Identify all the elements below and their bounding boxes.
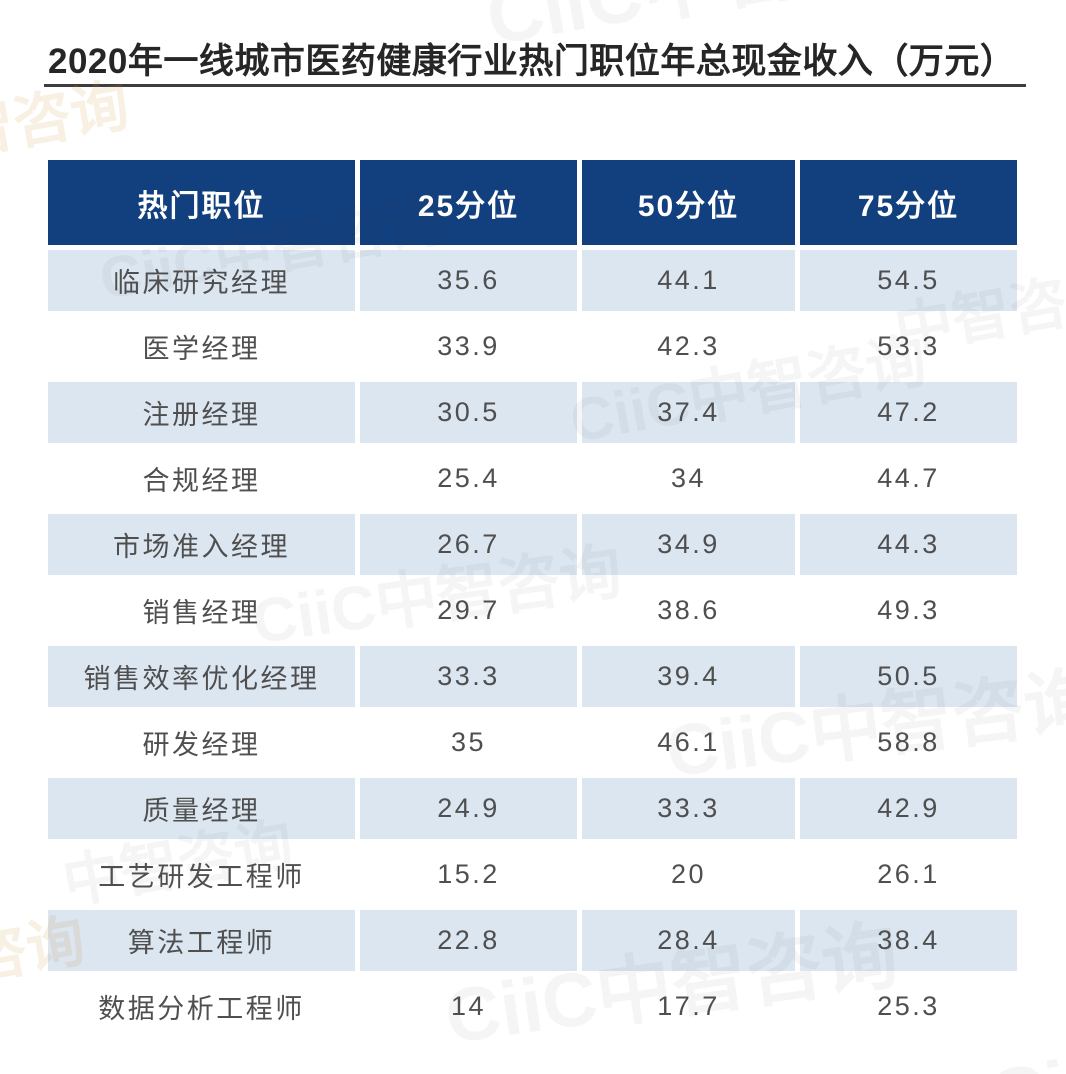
p75-cell: 44.3 xyxy=(800,514,1017,575)
column-header-p75: 75分位 xyxy=(800,160,1017,245)
p75-cell: 47.2 xyxy=(800,382,1017,443)
p25-cell: 35.6 xyxy=(360,250,577,311)
p75-cell: 50.5 xyxy=(800,646,1017,707)
position-cell: 算法工程师 xyxy=(48,910,355,971)
p25-cell: 30.5 xyxy=(360,382,577,443)
column-header-p25: 25分位 xyxy=(360,160,577,245)
position-cell: 工艺研发工程师 xyxy=(98,862,305,892)
p75-cell: 44.7 xyxy=(877,463,940,493)
p75-cell: 26.1 xyxy=(877,859,940,889)
column-header-position: 热门职位 xyxy=(48,160,355,245)
p50-cell: 17.7 xyxy=(657,991,720,1021)
p75-cell: 54.5 xyxy=(800,250,1017,311)
p25-cell: 14 xyxy=(450,991,487,1021)
p50-cell: 39.4 xyxy=(582,646,795,707)
page-title: 2020年一线城市医药健康行业热门职位年总现金收入（万元） xyxy=(48,42,1016,81)
p25-cell: 22.8 xyxy=(360,910,577,971)
p50-cell: 28.4 xyxy=(582,910,795,971)
p25-cell: 26.7 xyxy=(360,514,577,575)
position-cell: 市场准入经理 xyxy=(48,514,355,575)
p75-cell: 38.4 xyxy=(800,910,1017,971)
p25-cell: 24.9 xyxy=(360,778,577,839)
p25-cell: 15.2 xyxy=(437,859,500,889)
p50-cell: 38.6 xyxy=(657,595,720,625)
column-header-p50: 50分位 xyxy=(582,160,795,245)
p25-cell: 25.4 xyxy=(437,463,500,493)
p75-cell: 25.3 xyxy=(877,991,940,1021)
position-cell: 数据分析工程师 xyxy=(98,994,305,1024)
p50-cell: 34 xyxy=(670,463,707,493)
p50-cell: 46.1 xyxy=(657,727,720,757)
p25-cell: 29.7 xyxy=(437,595,500,625)
position-cell: 医学经理 xyxy=(142,334,261,364)
position-cell: 注册经理 xyxy=(48,382,355,443)
p25-cell: 35 xyxy=(450,727,487,757)
p50-cell: 37.4 xyxy=(582,382,795,443)
p50-cell: 44.1 xyxy=(582,250,795,311)
position-cell: 销售经理 xyxy=(142,598,261,628)
position-cell: 质量经理 xyxy=(48,778,355,839)
position-cell: 销售效率优化经理 xyxy=(48,646,355,707)
p25-cell: 33.3 xyxy=(360,646,577,707)
p75-cell: 42.9 xyxy=(800,778,1017,839)
p25-cell: 33.9 xyxy=(437,331,500,361)
position-cell: 临床研究经理 xyxy=(48,250,355,311)
p75-cell: 58.8 xyxy=(877,727,940,757)
p50-cell: 33.3 xyxy=(582,778,795,839)
p75-cell: 49.3 xyxy=(877,595,940,625)
position-cell: 研发经理 xyxy=(142,730,261,760)
position-cell: 合规经理 xyxy=(142,466,261,496)
salary-table: 热门职位 25分位 50分位 75分位 临床研究经理 35.6 44.1 54.… xyxy=(48,160,1017,1037)
title-underline xyxy=(44,84,1026,87)
p50-cell: 42.3 xyxy=(657,331,720,361)
p50-cell: 20 xyxy=(670,859,707,889)
p75-cell: 53.3 xyxy=(877,331,940,361)
p50-cell: 34.9 xyxy=(582,514,795,575)
